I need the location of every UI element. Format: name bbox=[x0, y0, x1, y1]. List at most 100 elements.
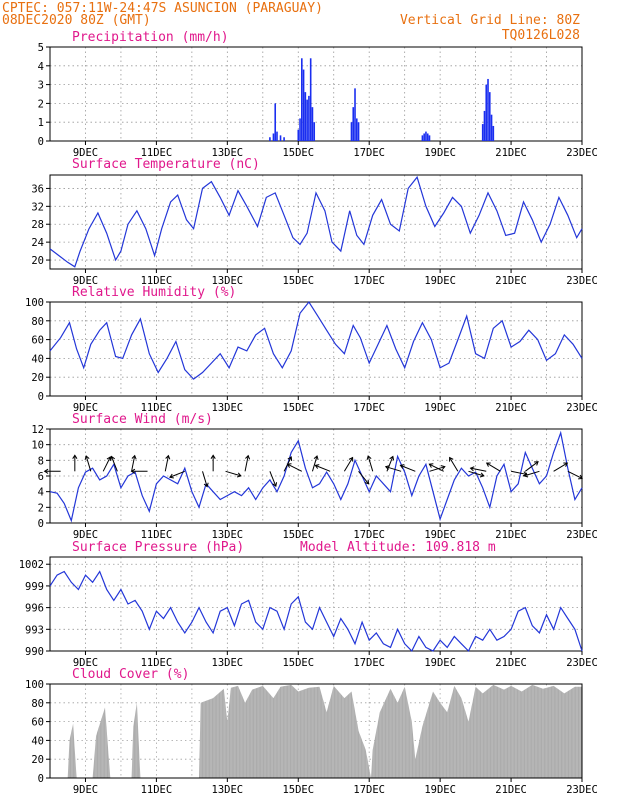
precip-bar bbox=[423, 133, 425, 141]
x-tick-label: 13DEC bbox=[212, 275, 244, 287]
x-tick-label: 13DEC bbox=[212, 657, 244, 669]
y-tick-label: 993 bbox=[25, 624, 44, 636]
wind-vector-shaft bbox=[343, 457, 354, 472]
x-tick-label: 11DEC bbox=[141, 402, 173, 414]
wind-vector bbox=[567, 470, 583, 480]
precip-bar bbox=[426, 133, 429, 141]
wind-vector bbox=[553, 462, 569, 472]
header-model-id: TQ0126L028 bbox=[502, 28, 580, 43]
x-tick-label: 13DEC bbox=[212, 402, 244, 414]
wind-vector-head bbox=[131, 454, 137, 460]
x-tick-label: 21DEC bbox=[495, 657, 527, 669]
plot-frame bbox=[49, 683, 583, 779]
x-tick-label: 21DEC bbox=[495, 402, 527, 414]
model-altitude: Model Altitude: 109.818 m bbox=[300, 540, 496, 555]
x-tick-label: 11DEC bbox=[141, 529, 173, 541]
wind-vector-shaft bbox=[244, 455, 249, 472]
x-tick-label: 23DEC bbox=[566, 657, 598, 669]
wind-vector bbox=[169, 470, 185, 479]
header-station: CPTEC: 057:11W-24:47S ASUNCION (PARAGUAY… bbox=[2, 1, 323, 16]
wind-vector-head bbox=[485, 462, 491, 467]
x-tick-label: 17DEC bbox=[353, 147, 385, 159]
x-tick-label: 15DEC bbox=[282, 529, 314, 541]
x-tick-label: 17DEC bbox=[353, 275, 385, 287]
wind-vector-shaft bbox=[102, 456, 111, 472]
wind-vector bbox=[311, 455, 319, 472]
wind-vector-head bbox=[272, 482, 278, 488]
wind-vector-head bbox=[286, 463, 292, 468]
x-tick-label: 23DEC bbox=[566, 529, 598, 541]
precip-bar bbox=[481, 124, 484, 141]
wind-vector-shaft bbox=[400, 464, 416, 472]
precip-bar bbox=[302, 69, 305, 141]
y-tick-label: 60 bbox=[31, 335, 44, 347]
x-tick-label: 17DEC bbox=[353, 657, 385, 669]
wind-vector-shaft bbox=[269, 471, 277, 487]
wind-vector-head bbox=[389, 455, 395, 461]
wind-vector-shaft bbox=[315, 464, 331, 472]
x-tick-label: 19DEC bbox=[424, 657, 456, 669]
x-tick-label: 23DEC bbox=[566, 784, 598, 796]
wind-vector-head bbox=[449, 456, 454, 462]
wind-vector-shaft bbox=[202, 471, 208, 487]
wind-vector-shaft bbox=[367, 455, 374, 472]
wind-vector bbox=[343, 456, 354, 472]
precip-bar bbox=[355, 118, 358, 141]
wind-vector-head bbox=[366, 455, 372, 460]
wind-vector bbox=[384, 465, 402, 472]
temperature-panel: Surface Temperature (nC) 20 24 28 32 36 9DEC 1… bbox=[31, 157, 597, 287]
wind-vector-head bbox=[236, 472, 242, 478]
wind-vector-head bbox=[523, 472, 529, 478]
wind-vector-head bbox=[479, 472, 485, 478]
wind-vector-shaft bbox=[567, 470, 583, 479]
temperature-title: Surface Temperature (nC) bbox=[72, 157, 260, 172]
plot-frame bbox=[49, 46, 583, 142]
wind-vector-head bbox=[313, 455, 319, 460]
y-tick-label: 2 bbox=[38, 502, 44, 514]
x-tick-label: 23DEC bbox=[566, 402, 598, 414]
wind-vector bbox=[164, 454, 171, 472]
wind-vector-shaft bbox=[429, 463, 444, 472]
wind-vector-head bbox=[348, 456, 354, 462]
rh-line bbox=[49, 300, 583, 380]
y-tick-label: 40 bbox=[31, 353, 44, 365]
y-tick-label: 990 bbox=[25, 646, 44, 658]
precip-bar bbox=[301, 58, 303, 141]
y-tick-label: 28 bbox=[31, 219, 44, 231]
wind-vector bbox=[130, 468, 148, 474]
wind-vector-head bbox=[110, 455, 115, 461]
wind-vector bbox=[131, 454, 137, 472]
header-grid-line: Vertical Grid Line: 80Z bbox=[400, 13, 580, 28]
y-tick-label: 100 bbox=[25, 679, 44, 691]
x-tick-label: 9DEC bbox=[73, 275, 98, 287]
cloud-cover-area bbox=[50, 684, 582, 778]
precip-bar bbox=[487, 78, 489, 141]
y-tick-label: 2 bbox=[38, 98, 44, 110]
precipitation-title: Precipitation (mm/h) bbox=[72, 30, 229, 45]
wind-vector-head bbox=[364, 479, 370, 485]
y-tick-label: 36 bbox=[31, 183, 44, 195]
wind-vector bbox=[399, 464, 416, 472]
wind-vector-head bbox=[210, 454, 216, 459]
y-tick-label: 6 bbox=[38, 471, 44, 483]
y-tick-label: 4 bbox=[38, 487, 44, 499]
y-tick-label: 4 bbox=[38, 61, 44, 73]
precip-bar bbox=[283, 137, 285, 141]
y-tick-label: 999 bbox=[25, 581, 44, 593]
y-tick-label: 100 bbox=[25, 297, 44, 309]
precip-bar bbox=[306, 99, 308, 141]
wind-vector-head bbox=[72, 454, 78, 459]
wind-vector-shaft bbox=[449, 457, 459, 472]
x-tick-label: 9DEC bbox=[73, 784, 98, 796]
wind-vector-shaft bbox=[468, 470, 484, 477]
temp-line bbox=[49, 175, 583, 268]
precip-bar bbox=[492, 125, 495, 141]
wind-vector bbox=[314, 464, 331, 472]
wind-title: Surface Wind (m/s) bbox=[72, 412, 213, 427]
wind-vector-shaft bbox=[225, 470, 242, 477]
precip-bar bbox=[308, 95, 310, 141]
pressure-panel: Surface Pressure (hPa) Model Altitude: 1… bbox=[19, 540, 598, 669]
wind-vector-head bbox=[169, 473, 174, 479]
wind-vector bbox=[202, 471, 209, 488]
